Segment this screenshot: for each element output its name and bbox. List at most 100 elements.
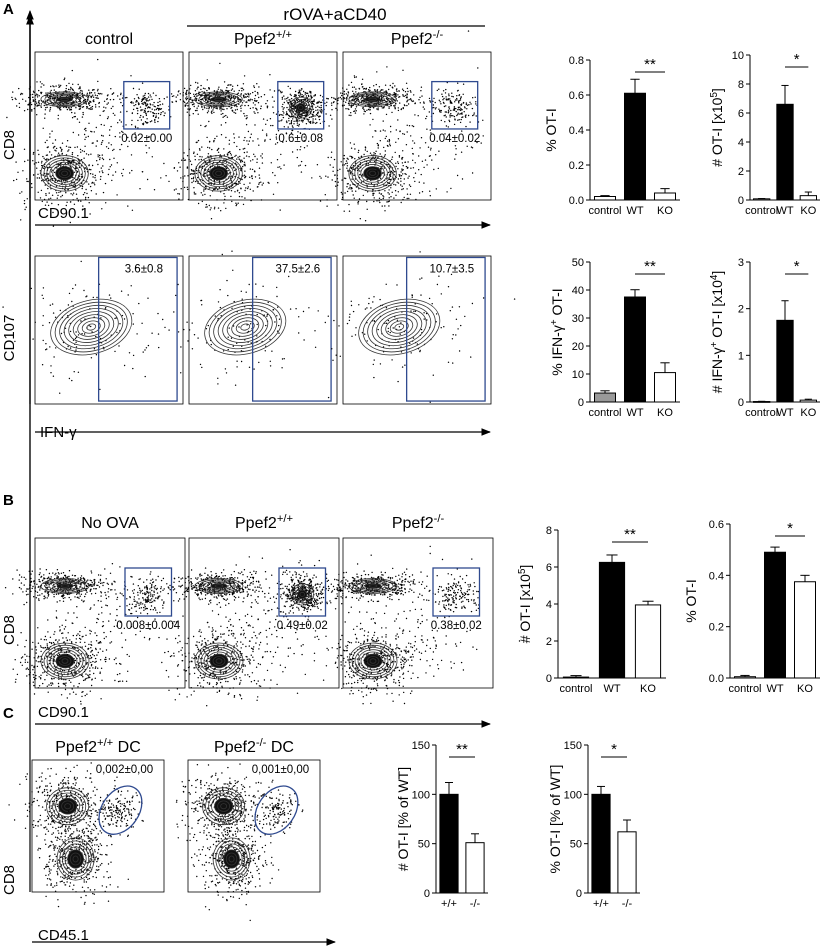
event-dot: [112, 105, 114, 108]
event-dot: [78, 108, 81, 110]
event-dot: [44, 159, 46, 161]
event-dot: [403, 133, 406, 135]
event-dot: [142, 102, 144, 104]
event-dot: [379, 201, 381, 204]
event-dot: [89, 629, 91, 632]
event-dot: [121, 680, 124, 682]
event-dot: [45, 92, 47, 94]
event-dot: [145, 114, 148, 117]
event-dot: [314, 94, 316, 97]
event-dot: [109, 158, 111, 161]
event-dot: [470, 146, 473, 148]
event-dot: [337, 97, 340, 99]
event-dot: [243, 94, 245, 97]
event-dot: [145, 103, 147, 105]
event-dot: [90, 641, 92, 643]
event-dot: [46, 201, 48, 203]
event-dot: [394, 108, 396, 110]
flow-plot: Ppef2+/+0.6±0.08: [150, 29, 338, 220]
event-dot: [49, 346, 51, 348]
event-dot: [138, 102, 140, 105]
event-dot: [125, 124, 127, 126]
event-dot: [165, 175, 167, 177]
event-dot: [106, 103, 108, 105]
event-dot: [290, 122, 293, 124]
event-dot: [41, 658, 43, 660]
event-dot: [209, 162, 211, 164]
event-dot: [317, 310, 319, 312]
event-dot: [394, 92, 396, 95]
event-dot: [243, 100, 245, 102]
event-dot: [226, 153, 229, 155]
event-dot: [348, 114, 350, 117]
event-dot: [244, 136, 246, 139]
event-dot: [324, 321, 326, 324]
event-dot: [244, 189, 246, 192]
event-dot: [286, 112, 288, 115]
event-dot: [405, 94, 407, 97]
event-dot: [233, 141, 235, 144]
event-dot: [82, 676, 84, 678]
event-dot: [80, 700, 82, 703]
event-dot: [458, 306, 461, 308]
event-dot: [157, 120, 159, 123]
event-dot: [185, 91, 188, 93]
event-dot: [388, 193, 390, 195]
event-dot: [27, 668, 30, 671]
event-dot: [239, 155, 241, 158]
event-dot: [96, 95, 99, 97]
plot-frame: [342, 255, 492, 405]
event-dot: [315, 122, 317, 125]
event-dot: [95, 354, 98, 356]
event-dot: [363, 108, 365, 111]
event-dot: [157, 117, 160, 119]
event-dot: [234, 109, 237, 111]
event-dot: [64, 189, 66, 191]
event-dot: [177, 283, 179, 286]
event-dot: [80, 260, 82, 263]
event-dot: [411, 100, 413, 103]
event-dot: [402, 173, 404, 175]
event-dot: [146, 107, 149, 109]
event-dot: [319, 109, 321, 111]
event-dot: [94, 592, 97, 595]
event-dot: [97, 667, 99, 669]
event-dot: [315, 109, 317, 112]
event-dot: [192, 113, 194, 115]
event-dot: [432, 112, 435, 115]
event-dot: [433, 97, 435, 100]
event-dot: [366, 93, 368, 96]
event-dot: [312, 103, 314, 105]
event-dot: [397, 107, 399, 109]
event-dot: [388, 189, 390, 191]
event-dot: [422, 106, 424, 108]
event-dot: [17, 644, 19, 646]
event-dot: [107, 102, 110, 104]
event-dot: [364, 147, 367, 149]
event-dot: [353, 86, 356, 88]
event-dot: [354, 184, 356, 186]
event-dot: [158, 107, 160, 110]
event-dot: [18, 102, 20, 105]
event-dot: [330, 156, 332, 159]
event-dot: [205, 169, 207, 171]
event-dot: [250, 98, 252, 101]
event-dot: [447, 109, 450, 112]
event-dot: [133, 104, 135, 107]
event-dot: [228, 143, 230, 145]
x-axis-label: CD90.1: [38, 704, 89, 721]
event-dot: [138, 302, 140, 305]
event-dot: [154, 106, 156, 108]
event-dot: [184, 159, 187, 161]
event-dot: [88, 108, 90, 110]
plot-title: Ppef2-/-: [391, 29, 444, 48]
event-dot: [40, 162, 43, 164]
event-dot: [52, 225, 55, 227]
event-dot: [247, 93, 250, 95]
event-dot: [136, 112, 139, 115]
event-dot: [85, 136, 87, 138]
event-dot: [106, 117, 109, 120]
event-dot: [454, 101, 456, 103]
event-dot: [24, 160, 26, 163]
event-dot: [256, 186, 259, 188]
